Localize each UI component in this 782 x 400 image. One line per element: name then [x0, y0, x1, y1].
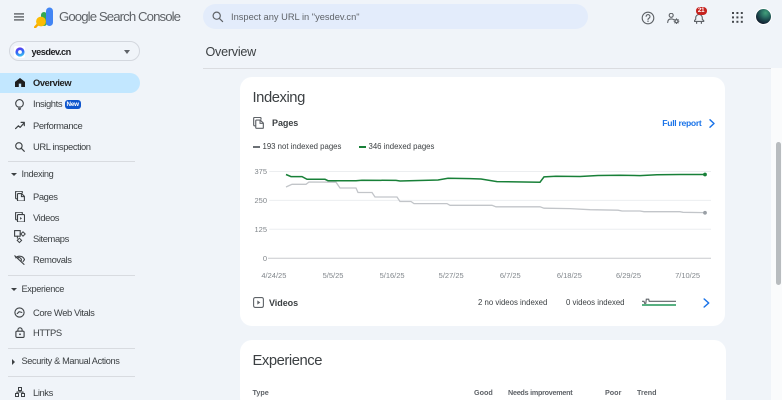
- svg-text:375: 375: [254, 167, 267, 176]
- svg-text:6/18/25: 6/18/25: [557, 271, 582, 280]
- svg-text:250: 250: [254, 196, 267, 205]
- svg-text:5/16/25: 5/16/25: [380, 271, 405, 280]
- svg-text:0: 0: [263, 254, 267, 263]
- svg-text:5/5/25: 5/5/25: [323, 271, 344, 280]
- svg-text:5/27/25: 5/27/25: [439, 271, 464, 280]
- svg-text:4/24/25: 4/24/25: [261, 271, 286, 280]
- svg-text:125: 125: [254, 225, 267, 234]
- svg-text:7/10/25: 7/10/25: [675, 271, 700, 280]
- svg-text:6/29/25: 6/29/25: [616, 271, 641, 280]
- svg-text:6/7/25: 6/7/25: [500, 271, 521, 280]
